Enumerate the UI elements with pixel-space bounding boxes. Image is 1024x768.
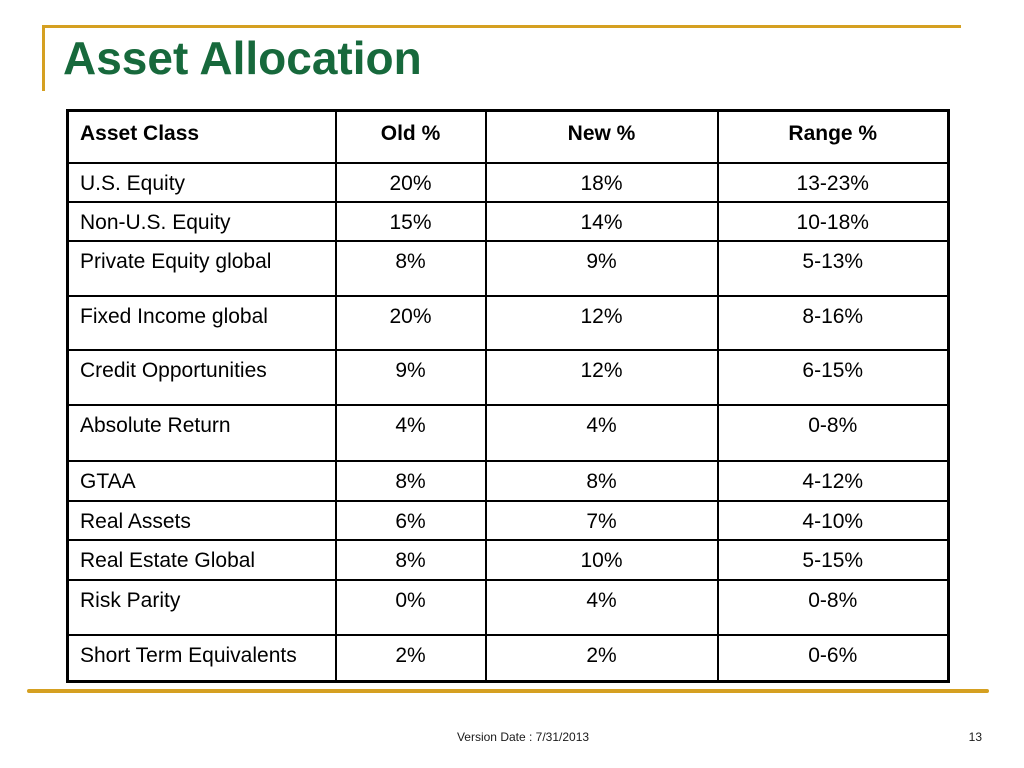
- table-cell: 8%: [484, 460, 719, 503]
- table-row: Short Term Equivalents 2% 2% 0-6%: [66, 633, 950, 683]
- footer-accent-line: [27, 689, 989, 693]
- title-accent-line: [42, 25, 961, 91]
- table-cell: 8%: [334, 460, 487, 503]
- table-row: GTAA 8% 8% 4-12%: [66, 460, 950, 503]
- table-cell: 2%: [484, 633, 719, 683]
- cell-asset-class: Private Equity global: [66, 240, 337, 298]
- header-asset-class: Asset Class: [66, 109, 337, 164]
- table-cell: 9%: [484, 240, 719, 298]
- table-cell: 2%: [334, 633, 487, 683]
- table-cell: 15%: [334, 200, 487, 243]
- table-cell: 10%: [484, 539, 719, 581]
- table-cell: 8-16%: [716, 295, 950, 352]
- table-cell: 8%: [334, 539, 487, 581]
- cell-asset-class: Fixed Income global: [66, 295, 337, 352]
- page-number: 13: [968, 730, 982, 744]
- table-row: Absolute Return 4% 4% 0-8%: [66, 404, 950, 463]
- table-row: Risk Parity 0% 4% 0-8%: [66, 578, 950, 636]
- header-range-pct: Range %: [716, 109, 950, 164]
- cell-asset-class: U.S. Equity: [66, 161, 337, 203]
- table-header-row: Asset Class Old % New % Range %: [66, 109, 950, 164]
- asset-allocation-table: Asset Class Old % New % Range % U.S. Equ…: [66, 109, 950, 684]
- cell-asset-class: Real Assets: [66, 500, 337, 542]
- cell-asset-class: Short Term Equivalents: [66, 633, 337, 683]
- table-cell: 4%: [334, 404, 487, 463]
- page-title: Asset Allocation: [63, 32, 422, 84]
- table-cell: 12%: [484, 295, 719, 352]
- table-cell: 5-15%: [716, 539, 950, 581]
- table-cell: 0-6%: [716, 633, 950, 683]
- table-cell: 0-8%: [716, 578, 950, 636]
- table-cell: 4-10%: [716, 500, 950, 542]
- table-row: U.S. Equity 20% 18% 13-23%: [66, 161, 950, 203]
- table-cell: 4-12%: [716, 460, 950, 503]
- table-row: Real Estate Global 8% 10% 5-15%: [66, 539, 950, 581]
- table-cell: 18%: [484, 161, 719, 203]
- table-cell: 6%: [334, 500, 487, 542]
- cell-asset-class: Risk Parity: [66, 578, 337, 636]
- table-cell: 13-23%: [716, 161, 950, 203]
- table-row: Private Equity global 8% 9% 5-13%: [66, 240, 950, 298]
- table-cell: 12%: [484, 349, 719, 407]
- table-cell: 8%: [334, 240, 487, 298]
- table-row: Real Assets 6% 7% 4-10%: [66, 500, 950, 542]
- table-cell: 4%: [484, 404, 719, 463]
- table-cell: 9%: [334, 349, 487, 407]
- table-cell: 14%: [484, 200, 719, 243]
- table-cell: 10-18%: [716, 200, 950, 243]
- table-cell: 7%: [484, 500, 719, 542]
- cell-asset-class: Real Estate Global: [66, 539, 337, 581]
- cell-asset-class: Absolute Return: [66, 404, 337, 463]
- table-cell: 6-15%: [716, 349, 950, 407]
- header-new-pct: New %: [484, 109, 719, 164]
- cell-asset-class: Credit Opportunities: [66, 349, 337, 407]
- cell-asset-class: Non-U.S. Equity: [66, 200, 337, 243]
- table-cell: 5-13%: [716, 240, 950, 298]
- table-cell: 0%: [334, 578, 487, 636]
- table-cell: 20%: [334, 161, 487, 203]
- version-date: Version Date : 7/31/2013: [456, 730, 590, 744]
- table-row: Fixed Income global 20% 12% 8-16%: [66, 295, 950, 352]
- table-row: Credit Opportunities 9% 12% 6-15%: [66, 349, 950, 407]
- table-row: Non-U.S. Equity 15% 14% 10-18%: [66, 200, 950, 243]
- table-body: U.S. Equity 20% 18% 13-23% Non-U.S. Equity 15…: [66, 161, 950, 683]
- cell-asset-class: GTAA: [66, 460, 337, 503]
- table-cell: 4%: [484, 578, 719, 636]
- table-cell: 0-8%: [716, 404, 950, 463]
- table-cell: 20%: [334, 295, 487, 352]
- header-old-pct: Old %: [334, 109, 487, 164]
